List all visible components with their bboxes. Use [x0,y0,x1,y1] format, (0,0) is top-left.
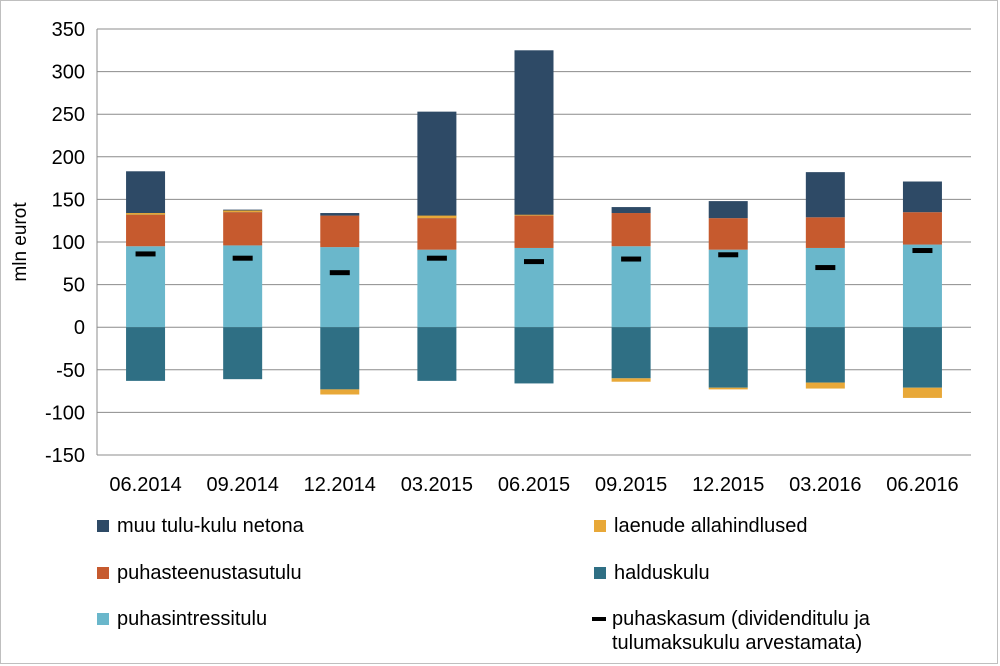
bar-segment-muu-tulu-kulu-netona [708,201,748,219]
profit-marker [912,248,933,254]
y-tick-label: 350 [52,19,85,41]
bar-segment-halduskulu [611,327,651,379]
legend-label-muu-tulu-kulu: muu tulu-kulu netona [117,515,304,537]
bar-segment-puhasintressitulu [708,249,748,328]
bar-segment-puhasteenustasutulu [708,218,748,250]
bar-segment-sliver [223,210,263,213]
profit-marker [621,256,642,262]
bar-segment-puhasteenustasutulu [126,214,166,247]
profit-marker [135,251,156,257]
bar-segment-puhasteenustasutulu [902,212,942,245]
bar-segment-sliver [514,214,554,216]
y-axis-label: mln eurot [10,202,31,282]
bar-segment-puhasteenustasutulu [417,218,457,250]
x-tick-label: 09.2014 [207,474,279,496]
profit-marker [329,270,350,276]
profit-marker [426,255,447,261]
bar-segment-muu-tulu-kulu-netona [417,111,457,219]
bar-segment-puhasteenustasutulu [611,213,651,247]
legend-item-laenude-allahindlused: laenude allahindlused [594,514,808,538]
legend-swatch-halduskulu [594,567,606,579]
bar-segment-laenude-allahindlused [708,387,748,390]
y-tick-label: -50 [56,360,85,382]
bar-segment-halduskulu [417,327,457,381]
profit-marker [815,265,836,271]
bar-segment-muu-tulu-kulu-netona [320,213,360,216]
bar-segment-halduskulu [514,327,554,384]
x-tick-label: 06.2015 [498,474,570,496]
legend-item-puhasintressitulu: puhasintressitulu [97,607,267,631]
bar-segment-puhasintressitulu [126,246,166,328]
bar-segment-sliver [417,215,457,219]
y-tick-label: -150 [45,445,85,467]
bar-segment-laenude-allahindlused [611,378,651,382]
bar-segment-puhasteenustasutulu [223,212,263,246]
profit-marker [524,259,544,265]
x-tick-label: 06.2016 [886,474,958,496]
bar-segment-laenude-allahindlused [320,389,360,395]
x-tick-label: 03.2015 [401,474,473,496]
bar-segment-puhasintressitulu [805,247,845,328]
y-tick-label: 250 [52,104,85,126]
bar-segment-halduskulu [126,327,166,381]
y-tick-label: 100 [52,232,85,254]
bar-segment-halduskulu [223,327,263,380]
bar-segment-halduskulu [902,327,942,388]
x-tick-label: 12.2014 [304,474,376,496]
bar-segment-halduskulu [708,327,748,388]
x-tick-label: 06.2014 [109,474,181,496]
x-tick-label: 03.2016 [789,474,861,496]
bar-segment-sliver [126,213,166,215]
legend-label-halduskulu: halduskulu [614,562,710,584]
legend-label-puhasteenustasutulu: puhasteenustasutulu [117,562,302,584]
y-tick-label: -100 [45,402,85,424]
legend-label-puhaskasum: puhaskasum (dividenditulu ja tulumaksuku… [612,608,870,654]
bar-segment-puhasteenustasutulu [514,215,554,248]
legend-swatch-muu-tulu-kulu [97,520,109,532]
profit-marker [232,255,253,261]
bar-segment-muu-tulu-kulu-netona [514,50,554,216]
legend-dash-puhaskasum [592,617,606,621]
bar-segment-muu-tulu-kulu-netona [902,181,942,213]
legend-item-puhaskasum: puhaskasum (dividenditulu ja tulumaksuku… [592,607,932,655]
bar-segment-muu-tulu-kulu-netona [611,207,651,214]
legend-label-puhasintressitulu: puhasintressitulu [117,608,268,630]
legend-item-muu-tulu-kulu: muu tulu-kulu netona [97,514,304,538]
legend-item-puhasteenustasutulu: puhasteenustasutulu [97,561,302,585]
y-tick-label: 50 [63,275,85,297]
y-tick-label: 150 [52,189,85,211]
y-tick-label: 300 [52,62,85,84]
x-tick-label: 12.2015 [692,474,764,496]
legend-swatch-puhasintressitulu [97,613,109,625]
bar-segment-halduskulu [320,327,360,390]
x-tick-label: 09.2015 [595,474,667,496]
bar-segment-laenude-allahindlused [902,387,942,398]
legend-swatch-laenude-allahindlused [594,520,606,532]
bar-segment-puhasteenustasutulu [320,215,360,248]
legend-swatch-puhasteenustasutulu [97,567,109,579]
bar-segment-puhasintressitulu [417,249,457,328]
bar-segment-laenude-allahindlused [805,382,845,389]
bar-segment-puhasintressitulu [902,244,942,328]
bar-segment-puhasteenustasutulu [805,217,845,248]
profit-marker [718,252,739,258]
bar-segment-muu-tulu-kulu-netona [126,171,166,215]
y-tick-label: 0 [74,317,85,339]
bar-segment-halduskulu [805,327,845,383]
y-tick-label: 200 [52,147,85,169]
chart-area: 350 300 250 200 150 100 50 0 -50 -100 -150 mln euro… [10,19,971,496]
bar-segment-muu-tulu-kulu-netona [805,172,845,218]
legend-item-halduskulu: halduskulu [594,561,710,585]
bar-segment-puhasintressitulu [320,247,360,328]
legend-label-laenude-allahindlused: laenude allahindlused [614,515,808,537]
